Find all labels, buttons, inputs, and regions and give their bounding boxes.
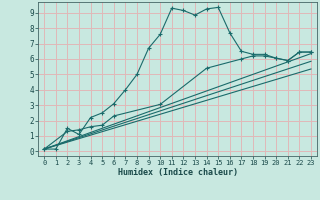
X-axis label: Humidex (Indice chaleur): Humidex (Indice chaleur) (118, 168, 238, 177)
